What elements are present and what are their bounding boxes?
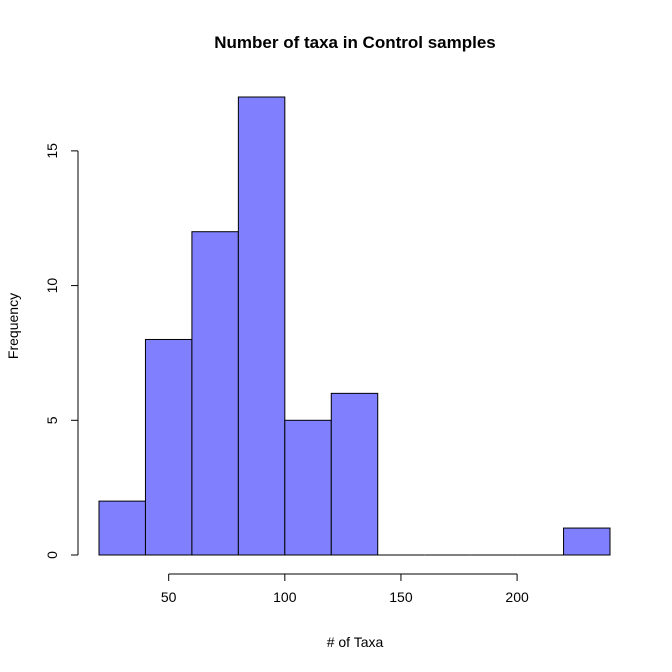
histogram-bar-3 bbox=[237, 96, 286, 556]
x-tick-label-150: 150 bbox=[389, 589, 413, 605]
histogram-bar-4 bbox=[284, 419, 332, 556]
x-axis: 50 100 150 200 bbox=[161, 573, 529, 605]
x-axis-label: # of Taxa bbox=[327, 634, 384, 650]
x-tick-label-100: 100 bbox=[273, 589, 297, 605]
bars-group bbox=[98, 96, 611, 556]
histogram-bar-0 bbox=[98, 500, 146, 556]
chart-title: Number of taxa in Control samples bbox=[214, 33, 496, 52]
y-axis: 0 5 10 15 bbox=[44, 143, 79, 559]
x-tick-label-200: 200 bbox=[505, 589, 529, 605]
y-tick-label-10: 10 bbox=[44, 278, 60, 294]
y-tick-label-5: 5 bbox=[44, 416, 60, 424]
histogram-bar-1 bbox=[144, 338, 193, 556]
y-tick-label-0: 0 bbox=[44, 551, 60, 559]
histogram-bar-10 bbox=[563, 527, 611, 556]
histogram-bar-5 bbox=[330, 392, 379, 556]
x-tick-label-50: 50 bbox=[161, 589, 177, 605]
y-tick-label-15: 15 bbox=[44, 143, 60, 159]
histogram-bar-2 bbox=[191, 231, 239, 556]
y-axis-label: Frequency bbox=[5, 293, 21, 359]
